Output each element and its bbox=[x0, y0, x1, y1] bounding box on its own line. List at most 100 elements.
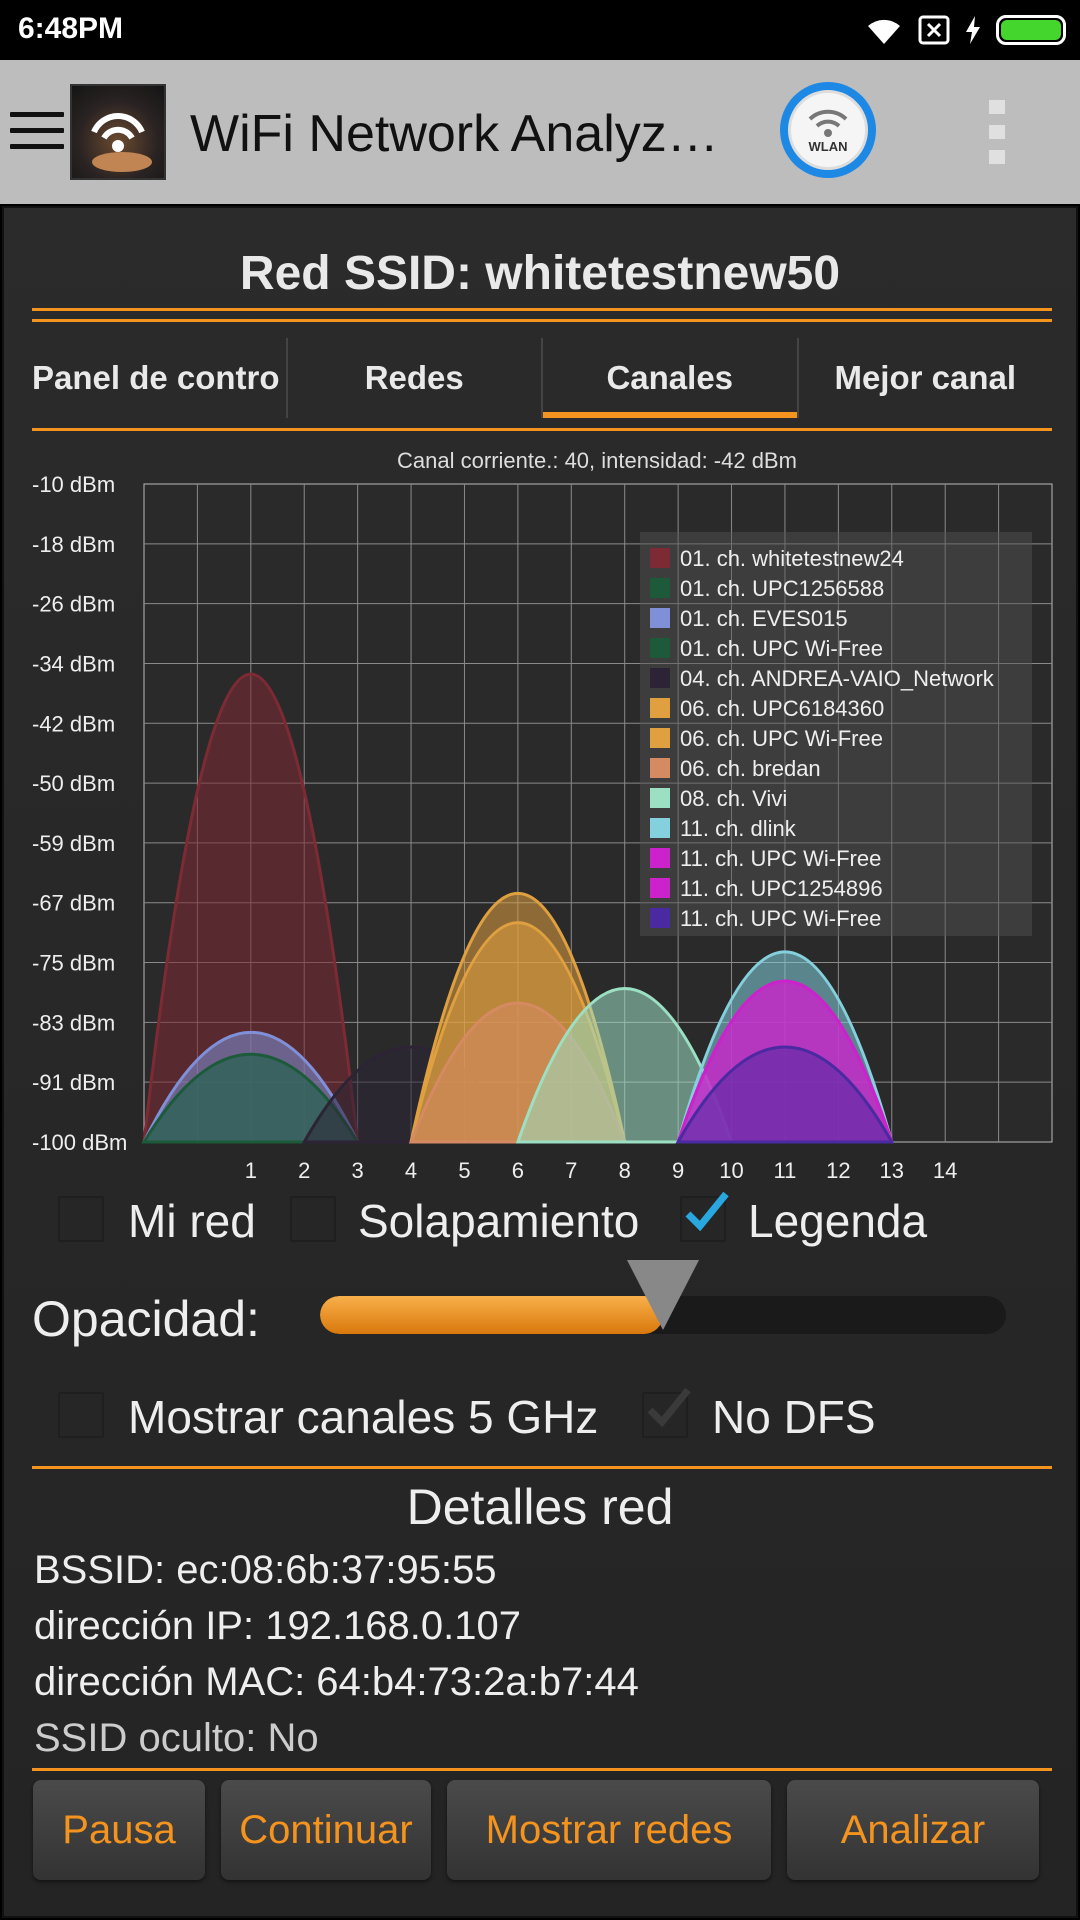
channel-chart: Canal corriente.: 40, intensidad: -42 dB… bbox=[4, 438, 1080, 1198]
app-title: WiFi Network Analyz… bbox=[190, 105, 719, 163]
tab-canales[interactable]: Canales bbox=[543, 338, 799, 418]
y-tick-label: -42 dBm bbox=[32, 711, 115, 736]
network-curve bbox=[675, 1045, 895, 1144]
x-tick-label: 13 bbox=[880, 1158, 904, 1183]
bssid-value: BSSID: ec:08:6b:37:95:55 bbox=[34, 1548, 497, 1592]
x-tick-label: 6 bbox=[512, 1158, 524, 1183]
solapamiento-label: Solapamiento bbox=[358, 1195, 640, 1247]
pause-button[interactable]: Pausa bbox=[33, 1780, 205, 1880]
tab-panel-de-control[interactable]: Panel de contro bbox=[32, 338, 288, 418]
mi-red-checkbox[interactable] bbox=[58, 1196, 104, 1242]
divider bbox=[32, 428, 1052, 431]
x-tick-label: 12 bbox=[826, 1158, 850, 1183]
x-tick-label: 2 bbox=[298, 1158, 310, 1183]
mostrar-5ghz-checkbox[interactable] bbox=[58, 1392, 104, 1438]
ssid-title: Red SSID: whitetestnew50 bbox=[239, 247, 841, 300]
solapamiento-checkbox[interactable] bbox=[290, 1196, 336, 1242]
tab-mejor-canal[interactable]: Mejor canal bbox=[834, 359, 1017, 396]
hidden-ssid-value: SSID oculto: No bbox=[34, 1716, 319, 1760]
app-logo bbox=[70, 84, 166, 180]
legend-swatch bbox=[650, 818, 670, 838]
menu-icon[interactable] bbox=[10, 112, 64, 152]
y-tick-label: -34 dBm bbox=[32, 651, 115, 676]
checkmark-icon bbox=[647, 1387, 691, 1428]
y-tick-label: -91 dBm bbox=[32, 1070, 115, 1095]
legend-swatch bbox=[650, 638, 670, 658]
y-tick-label: -50 dBm bbox=[32, 771, 115, 796]
opacidad-slider-fill bbox=[320, 1296, 663, 1334]
charging-icon bbox=[966, 16, 980, 44]
legend-swatch bbox=[650, 698, 670, 718]
wlan-button[interactable]: WLAN bbox=[780, 82, 876, 178]
y-tick-label: -26 dBm bbox=[32, 592, 115, 617]
y-tick-label: -59 dBm bbox=[32, 831, 115, 856]
show-networks-button[interactable]: Mostrar redes bbox=[447, 1780, 771, 1880]
x-tick-label: 8 bbox=[619, 1158, 631, 1183]
mac-value: dirección MAC: 64:b4:73:2a:b7:44 bbox=[34, 1660, 639, 1704]
opacidad-slider-thumb[interactable] bbox=[627, 1260, 699, 1330]
opacidad-label: Opacidad: bbox=[32, 1291, 260, 1347]
y-tick-label: -75 dBm bbox=[32, 951, 115, 976]
x-tick-label: 4 bbox=[405, 1158, 417, 1183]
legend-swatch bbox=[650, 728, 670, 748]
tab-redes[interactable]: Redes bbox=[288, 338, 543, 418]
action-bar: Pausa Continuar Mostrar redes Analizar bbox=[30, 1780, 1050, 1880]
legend-label: 01. ch. UPC1256588 bbox=[680, 576, 884, 601]
legend-label: 01. ch. UPC Wi-Free bbox=[680, 636, 883, 661]
legend-swatch bbox=[650, 788, 670, 808]
y-tick-label: -100 dBm bbox=[32, 1130, 127, 1155]
legend-label: 06. ch. bredan bbox=[680, 756, 821, 781]
legend-label: 01. ch. EVES015 bbox=[680, 606, 848, 631]
channel-chart-svg: Canal corriente.: 40, intensidad: -42 dB… bbox=[32, 448, 1053, 1183]
app-bar: WiFi Network Analyz… WLAN bbox=[0, 60, 1080, 204]
legend-swatch bbox=[650, 578, 670, 598]
status-icons bbox=[864, 12, 1066, 48]
legenda-checkbox[interactable] bbox=[680, 1191, 729, 1242]
wlan-label: WLAN bbox=[808, 138, 848, 154]
x-tick-label: 5 bbox=[458, 1158, 470, 1183]
legend-swatch bbox=[650, 848, 670, 868]
legend-label: 04. ch. ANDREA-VAIO_Network bbox=[680, 666, 995, 691]
x-tick-label: 14 bbox=[933, 1158, 957, 1183]
y-tick-label: -18 dBm bbox=[32, 532, 115, 557]
legend-swatch bbox=[650, 878, 670, 898]
x-tick-label: 7 bbox=[565, 1158, 577, 1183]
y-tick-label: -10 dBm bbox=[32, 472, 115, 497]
battery-icon bbox=[996, 15, 1066, 45]
ip-value: dirección IP: 192.168.0.107 bbox=[34, 1604, 522, 1648]
checkmark-icon bbox=[685, 1191, 729, 1232]
no-dfs-checkbox[interactable] bbox=[642, 1387, 691, 1438]
legend-label: 08. ch. Vivi bbox=[680, 786, 787, 811]
status-time: 6:48PM bbox=[18, 12, 124, 45]
x-tick-label: 10 bbox=[719, 1158, 743, 1183]
network-curve bbox=[142, 672, 360, 1144]
chart-title: Canal corriente.: 40, intensidad: -42 dB… bbox=[397, 448, 797, 473]
chart-legend bbox=[640, 532, 1032, 936]
no-dfs-label: No DFS bbox=[712, 1391, 876, 1443]
y-tick-label: -67 dBm bbox=[32, 891, 115, 916]
mostrar-5ghz-label: Mostrar canales 5 GHz bbox=[128, 1391, 599, 1443]
legend-swatch bbox=[650, 908, 670, 928]
analyze-button[interactable]: Analizar bbox=[787, 1780, 1039, 1880]
mi-red-label: Mi red bbox=[128, 1195, 256, 1247]
wifi-icon bbox=[808, 109, 848, 137]
status-bar: 6:48PM bbox=[0, 0, 1080, 60]
legend-label: 11. ch. dlink bbox=[680, 816, 797, 841]
sim-icon bbox=[918, 15, 950, 45]
divider bbox=[32, 308, 1052, 322]
x-tick-label: 3 bbox=[352, 1158, 364, 1183]
x-tick-label: 9 bbox=[672, 1158, 684, 1183]
y-tick-label: -83 dBm bbox=[32, 1010, 115, 1035]
legend-label: 06. ch. UPC Wi-Free bbox=[680, 726, 883, 751]
legend-label: 11. ch. UPC1254896 bbox=[680, 876, 883, 901]
legend-swatch bbox=[650, 668, 670, 688]
main-panel: Red SSID: whitetestnew50 Panel de contro… bbox=[2, 206, 1078, 1918]
wifi-icon bbox=[868, 19, 900, 44]
divider bbox=[32, 1768, 1052, 1771]
x-tick-label: 1 bbox=[245, 1158, 257, 1183]
overflow-menu-icon[interactable] bbox=[985, 100, 1009, 164]
legenda-label: Legenda bbox=[748, 1195, 928, 1247]
continue-button[interactable]: Continuar bbox=[221, 1780, 431, 1880]
details-title: Detalles red bbox=[406, 1479, 674, 1535]
tab-bar: Panel de contro Redes Canales Mejor cana… bbox=[32, 338, 1052, 418]
